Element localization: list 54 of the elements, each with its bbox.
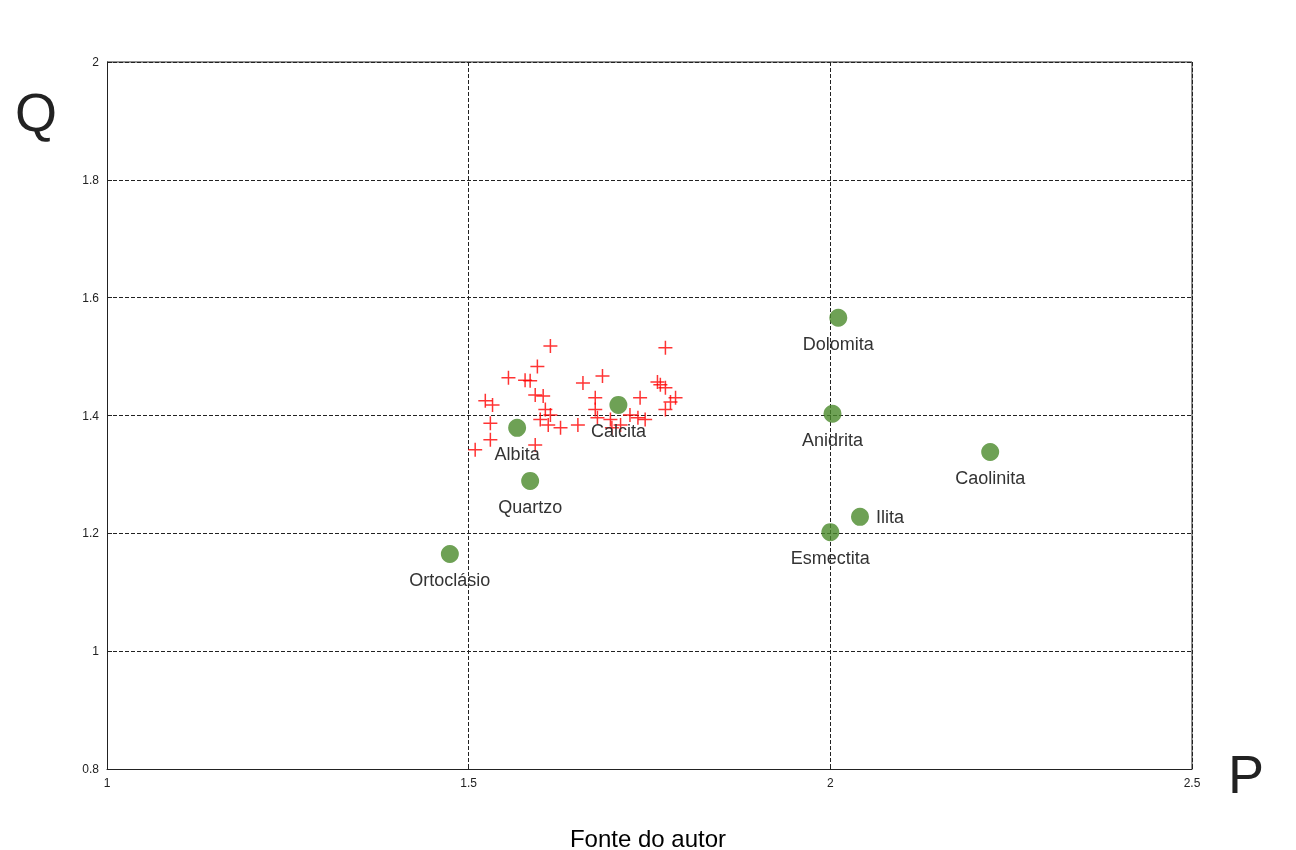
point: [587, 390, 603, 406]
point: [522, 372, 538, 389]
point: [594, 368, 611, 384]
annotation: Ortoclásio: [409, 569, 491, 590]
point: [552, 420, 569, 436]
point: [535, 388, 551, 404]
point: [482, 431, 499, 448]
point: [529, 358, 546, 375]
y-tick-label: 1.8: [82, 172, 100, 187]
point: [440, 544, 459, 563]
annotation: Esmectita: [790, 548, 871, 569]
y-tick-label: 1.4: [82, 408, 100, 423]
point: [823, 404, 842, 423]
point: [609, 395, 628, 414]
annotation: Calcita: [590, 420, 647, 441]
point: [851, 507, 869, 526]
point: [632, 390, 648, 406]
x-axis-title: P: [1227, 744, 1265, 804]
source-note: Fonte do autor: [569, 824, 727, 850]
point: [508, 418, 527, 437]
annotation: Quartzo: [498, 496, 563, 517]
point: [587, 401, 603, 418]
point: [517, 372, 533, 388]
y-axis-title: Q: [14, 82, 58, 142]
y-tick-label: 0.8: [82, 762, 100, 776]
point: [667, 390, 684, 406]
point: [500, 370, 517, 386]
annotation: Ilita: [875, 506, 905, 527]
point: [657, 401, 674, 418]
annotation: Albita: [494, 443, 541, 464]
point: [575, 375, 591, 391]
point: [657, 340, 674, 356]
point: [527, 387, 543, 403]
x-tick-label: 2: [826, 776, 834, 790]
y-tick-label: 1: [92, 644, 100, 659]
annotation: Caolinita: [955, 468, 1027, 489]
x-tick-label: 1: [103, 776, 111, 790]
point: [821, 523, 840, 542]
point: [570, 417, 586, 433]
point: [521, 471, 540, 490]
point: [981, 443, 1000, 462]
point: [542, 338, 559, 354]
point: [482, 415, 499, 431]
y-tick-label: 1.6: [82, 290, 100, 305]
point: [467, 441, 483, 458]
annotation: Anidrita: [801, 429, 865, 450]
point: [829, 308, 848, 327]
y-tick-label: 2: [92, 55, 100, 69]
point: [662, 394, 679, 410]
x-tick-label: 1.5: [460, 776, 478, 790]
x-tick-label: 2.5: [1183, 776, 1201, 790]
annotation: Dolomita: [802, 333, 875, 354]
point: [622, 407, 638, 423]
y-tick-label: 1.2: [82, 526, 100, 541]
